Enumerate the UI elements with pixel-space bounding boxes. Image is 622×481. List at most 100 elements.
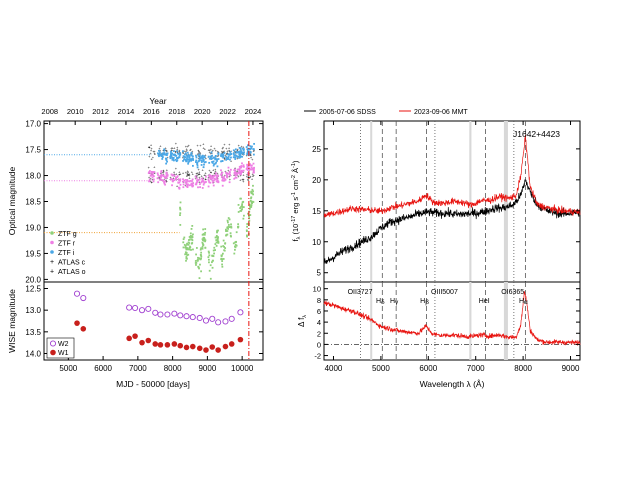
- w1-point: [139, 339, 145, 346]
- optical-point-ztf-i: [195, 156, 198, 159]
- optical-point-ztf-r: [229, 174, 232, 177]
- optical-point-atlas-c: +: [226, 150, 229, 155]
- optical-point-ztf-r: [246, 169, 249, 171]
- optical-point-ztf-r: [242, 169, 245, 172]
- optical-point-ztf-r: [202, 183, 205, 186]
- optical-point-ztf-i: [184, 153, 186, 156]
- spectra-y-tick-label: 20: [312, 176, 321, 185]
- optical-point-ztf-i: [222, 153, 225, 156]
- optical-point-ztf-r: [210, 175, 213, 177]
- optical-point-atlas-o: +: [249, 175, 252, 180]
- w1-point: [132, 333, 138, 339]
- optical-point-ztf-i: [234, 158, 237, 160]
- ylabel-f: f: [291, 238, 300, 241]
- optical-point-atlas-c: +: [186, 144, 189, 149]
- optical-point-ztf-g: [221, 252, 224, 255]
- optical-point-ztf-i: [185, 152, 187, 155]
- optical-point-atlas-o: +: [198, 169, 201, 174]
- optical-point-atlas-c: +: [233, 150, 236, 155]
- optical-point-atlas-c: +: [182, 150, 185, 155]
- optical-point-ztf-r: [177, 186, 180, 189]
- difference-y-tick-label: 4: [317, 318, 321, 327]
- optical-point-ztf-r: [182, 186, 185, 189]
- optical-point-atlas-o: +: [195, 173, 198, 178]
- optical-point-ztf-g: [187, 243, 190, 246]
- optical-point-ztf-r: [227, 166, 230, 169]
- difference-y-tick-label: 10: [313, 285, 321, 294]
- optical-point-atlas-o: +: [248, 171, 251, 176]
- object-label: J1642+4423: [513, 129, 560, 139]
- optical-point-ztf-i: [196, 161, 199, 164]
- optical-point-ztf-i: [186, 157, 188, 159]
- optical-point-ztf-g: [248, 219, 251, 222]
- optical-point-atlas-c: +: [234, 152, 237, 157]
- optical-point-ztf-g: [191, 242, 194, 244]
- optical-point-ztf-i: [230, 156, 232, 159]
- wise-x-tick-label: 7000: [129, 364, 147, 373]
- w2-point: [237, 309, 244, 316]
- optical-point-ztf-i: [161, 156, 164, 159]
- optical-point-ztf-i: [166, 160, 168, 163]
- optical-point-ztf-g: [224, 242, 227, 245]
- optical-point-ztf-i: [190, 158, 193, 160]
- optical-point-atlas-c: +: [152, 155, 155, 160]
- optical-point-ztf-r: [157, 174, 159, 176]
- optical-point-ztf-g: [249, 214, 252, 216]
- w2-point: [132, 304, 139, 312]
- optical-point-ztf-i: [238, 154, 241, 157]
- optical-point-ztf-g: [221, 258, 224, 261]
- optical-point-ztf-i: [238, 150, 241, 153]
- optical-point-atlas-o: +: [174, 172, 177, 177]
- optical-point-ztf-i: [220, 153, 223, 156]
- optical-point-ztf-g: [250, 201, 253, 204]
- optical-point-atlas-o: +: [224, 173, 227, 178]
- ylabel-unit2: cm: [291, 180, 300, 192]
- ylabel-exp2: -1: [291, 192, 297, 197]
- optical-point-atlas-c: +: [198, 150, 201, 155]
- optical-point-ztf-i: [187, 154, 190, 156]
- optical-point-ztf-i: [200, 164, 203, 166]
- optical-point-ztf-r: [234, 168, 236, 171]
- optical-point-ztf-r: [217, 181, 220, 184]
- optical-point-atlas-o: +: [242, 177, 245, 182]
- optical-point-ztf-r: [241, 170, 243, 173]
- optical-point-ztf-g: [234, 243, 237, 246]
- optical-point-ztf-g: [209, 277, 212, 280]
- optical-point-ztf-i: [208, 161, 211, 164]
- difference-y-tick-label: 6: [317, 307, 321, 316]
- optical-point-ztf-i: [203, 155, 206, 158]
- optical-point-atlas-c: +: [202, 141, 205, 146]
- optical-point-ztf-g: [189, 234, 192, 237]
- optical-point-ztf-r: [238, 168, 241, 171]
- optical-point-atlas-c: +: [217, 153, 220, 158]
- spectra-y-axis-label: fλ (10-17 erg s-1 cm-2 Å-1): [291, 160, 302, 241]
- optical-point-ztf-r: [220, 169, 222, 172]
- optical-point-ztf-i: [188, 160, 191, 163]
- optical-point-ztf-r: [176, 175, 179, 177]
- optical-point-ztf-i: [182, 150, 184, 153]
- line-label-greek: δ: [381, 299, 385, 306]
- optical-point-ztf-r: [151, 171, 154, 174]
- optical-point-ztf-g: [252, 190, 254, 193]
- optical-point-ztf-i: [234, 156, 236, 159]
- optical-point-ztf-r: [215, 180, 218, 183]
- optical-point-ztf-g: [179, 214, 181, 216]
- optical-point-ztf-r: [229, 168, 232, 171]
- optical-point-ztf-g: [183, 243, 186, 246]
- optical-point-atlas-c: +: [199, 143, 202, 148]
- optical-point-ztf-r: [211, 181, 214, 184]
- optical-point-ztf-g: [179, 201, 182, 204]
- optical-point-ztf-r: [198, 178, 201, 181]
- optical-point-atlas-c: +: [186, 146, 189, 151]
- w2-point: [202, 317, 210, 324]
- optical-point-ztf-g: [217, 241, 219, 244]
- optical-point-ztf-i: [202, 159, 205, 161]
- optical-point-ztf-i: [245, 146, 248, 148]
- optical-y-axis-label: Optical magnitude: [7, 166, 17, 235]
- optical-point-ztf-i: [238, 156, 241, 159]
- optical-point-ztf-i: [202, 156, 205, 159]
- optical-point-atlas-o: +: [151, 172, 154, 177]
- optical-point-ztf-i: [161, 153, 164, 156]
- optical-point-ztf-i: [190, 158, 192, 161]
- optical-point-ztf-i: [172, 156, 175, 159]
